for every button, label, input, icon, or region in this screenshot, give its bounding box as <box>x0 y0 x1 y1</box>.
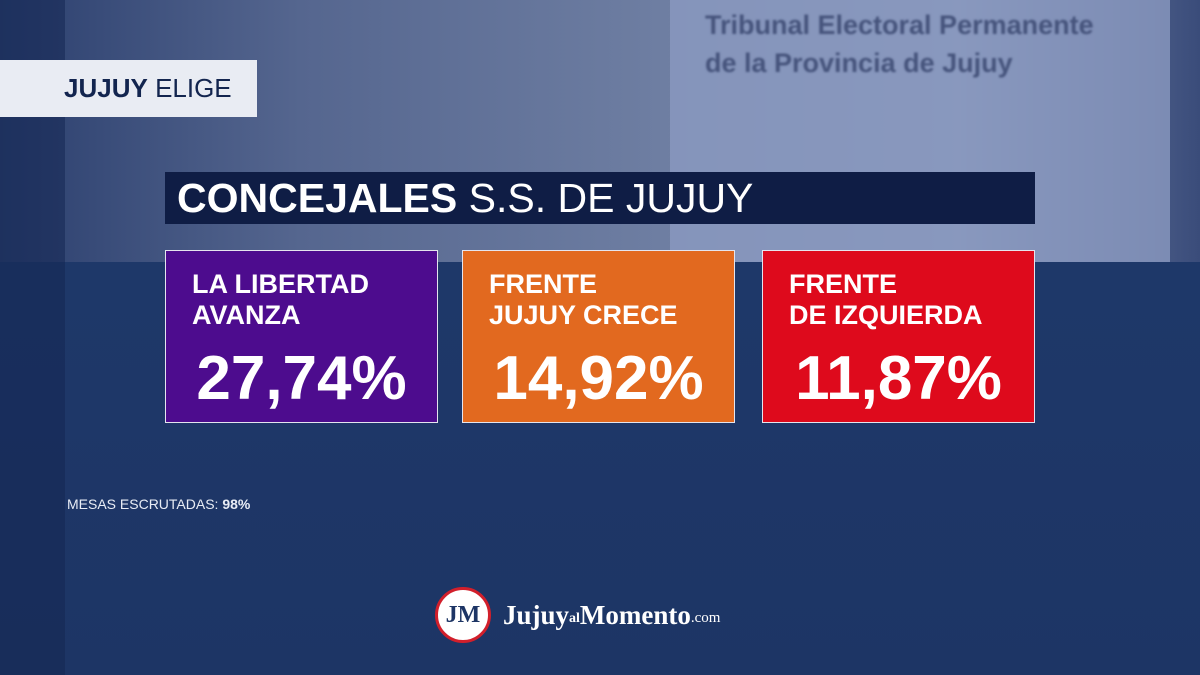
section-tag: JUJUY ELIGE <box>0 60 257 117</box>
party-name: LA LIBERTAD AVANZA <box>192 269 369 331</box>
party-name-line: JUJUY CRECE <box>489 300 678 330</box>
counted-tables: MESAS ESCRUTADAS: 98% <box>67 496 250 512</box>
result-card: FRENTE DE IZQUIERDA 11,87% <box>762 250 1035 423</box>
mesas-label: MESAS ESCRUTADAS: <box>67 496 219 512</box>
logo-text: al <box>569 611 580 626</box>
party-name-line: AVANZA <box>192 300 301 330</box>
party-name-line: FRENTE <box>789 269 897 299</box>
sign-text: de la Provincia de Jujuy <box>705 48 1013 78</box>
title-bar: CONCEJALES S.S. DE JUJUY <box>165 172 1035 224</box>
logo-text: Momento <box>579 599 691 630</box>
party-name: FRENTE JUJUY CRECE <box>489 269 678 331</box>
tag-bold: JUJUY <box>64 73 148 103</box>
party-name-line: FRENTE <box>489 269 597 299</box>
sign-text: Tribunal Electoral Permanente <box>705 10 1094 40</box>
party-name: FRENTE DE IZQUIERDA <box>789 269 983 331</box>
result-card: FRENTE JUJUY CRECE 14,92% <box>462 250 735 423</box>
title-rest: S.S. DE JUJUY <box>468 175 754 221</box>
party-percent: 27,74% <box>196 344 407 413</box>
party-name-line: LA LIBERTAD <box>192 269 369 299</box>
logo-badge: JM <box>435 587 491 643</box>
mesas-value: 98% <box>222 496 251 512</box>
party-percent: 14,92% <box>493 344 704 413</box>
result-card: LA LIBERTAD AVANZA 27,74% <box>165 250 438 423</box>
tag-rest: ELIGE <box>155 73 232 103</box>
title-bold: CONCEJALES <box>177 175 458 221</box>
logo: JM Jujuy al Momento .com <box>435 587 720 643</box>
party-percent: 11,87% <box>795 344 1002 413</box>
party-name-line: DE IZQUIERDA <box>789 300 983 330</box>
logo-text: .com <box>690 609 721 626</box>
logo-text: Jujuy <box>503 599 570 630</box>
